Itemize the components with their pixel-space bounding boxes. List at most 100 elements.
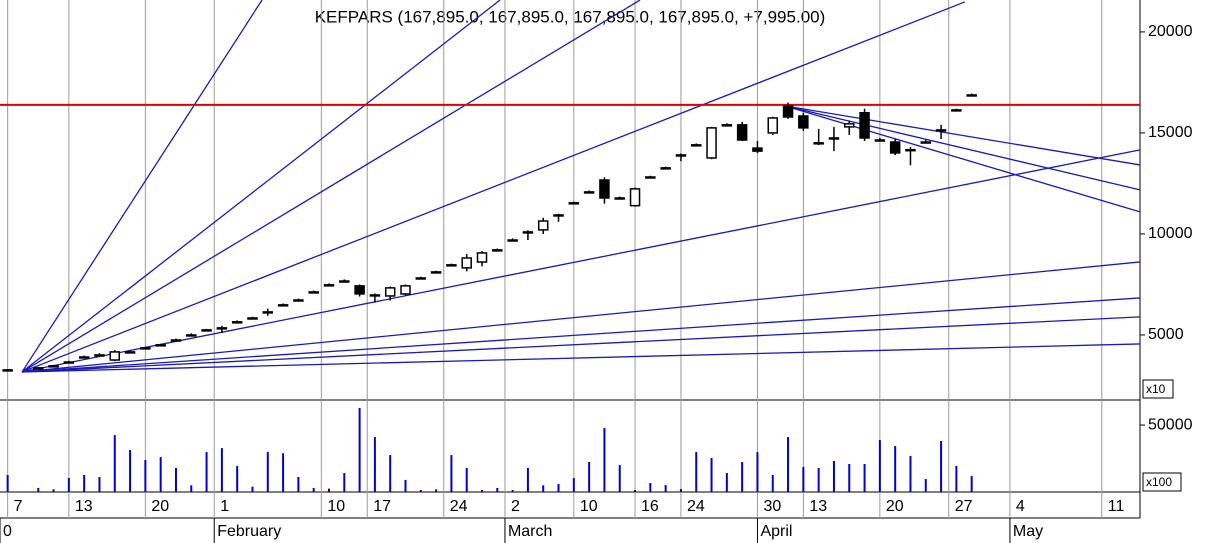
fan-line [22, 343, 1141, 373]
x-tick-label: 24 [450, 498, 468, 515]
x-tick-label: 20 [886, 498, 904, 515]
candle-body [859, 111, 870, 139]
candle-body [537, 220, 549, 231]
candle-body [293, 299, 304, 302]
month-label: 0 [3, 523, 12, 540]
candle-body [645, 176, 656, 179]
candle-body [614, 197, 625, 200]
candle-body [599, 179, 610, 199]
fan-line [21, 149, 1141, 373]
candle-body [186, 334, 197, 337]
candle-body [629, 188, 641, 207]
fan-line [784, 105, 1141, 191]
candle-body [231, 321, 243, 324]
fan-line [21, 0, 263, 373]
candle-body [155, 344, 166, 347]
month-label: February [217, 523, 281, 540]
x-tick-label: 17 [373, 498, 391, 515]
candle-body [782, 105, 794, 118]
candle-body [522, 231, 534, 234]
candle-body [430, 271, 442, 274]
x-tick-label: 2 [511, 498, 520, 515]
candle-body [124, 351, 136, 354]
month-label: May [1013, 523, 1043, 540]
price-multiplier: x10 [1146, 382, 1166, 396]
x-tick-label: 1 [220, 498, 229, 515]
fan-line [22, 316, 1141, 373]
candle-body [507, 239, 518, 242]
volume-tick-label: 50000 [1148, 416, 1193, 433]
candle-body [721, 124, 733, 127]
candle-body [844, 123, 855, 128]
x-tick-label: 11 [1108, 498, 1125, 515]
candle-body [828, 137, 840, 140]
candle-body [767, 117, 779, 134]
candle-body [461, 257, 472, 269]
candle-body [935, 129, 947, 132]
candle-body [752, 147, 763, 152]
candle-body [706, 127, 717, 159]
y-tick-label: 10000 [1148, 225, 1193, 242]
candle-body [583, 191, 595, 194]
candle-body [384, 287, 396, 297]
candle-body [690, 144, 702, 147]
y-tick-label: 15000 [1148, 124, 1193, 141]
candle-body [216, 327, 228, 330]
candle-body [369, 294, 381, 297]
candle-body [140, 347, 151, 350]
fan-line [21, 297, 1141, 373]
candle-body [308, 291, 319, 294]
x-tick-label: 10 [580, 498, 598, 515]
x-tick-label: 30 [763, 498, 781, 515]
candle-body [492, 249, 503, 252]
candle-body [277, 304, 289, 307]
fan-line [21, 1, 966, 373]
month-label: March [508, 523, 552, 540]
candle-body [905, 148, 916, 152]
candle-body [568, 202, 580, 205]
candle-body [170, 339, 182, 342]
candle-body [874, 139, 886, 142]
candle-body [966, 94, 977, 97]
candle-body [951, 109, 962, 112]
candle-body [94, 354, 105, 357]
candle-body [109, 351, 121, 361]
x-tick-label: 20 [151, 498, 169, 515]
x-tick-label: 4 [1016, 498, 1025, 515]
x-tick-label: 24 [687, 498, 705, 515]
candle-body [323, 284, 335, 287]
y-tick-label: 5000 [1148, 326, 1184, 343]
fan-line [21, 0, 501, 373]
month-label: April [760, 523, 792, 540]
candle-body [201, 329, 212, 332]
multiplier-box [1142, 379, 1174, 399]
candle-body [339, 280, 350, 283]
candle-body [247, 317, 258, 320]
candle-body [675, 154, 687, 157]
candle-body [889, 141, 901, 154]
volume-multiplier: x100 [1146, 475, 1172, 489]
candle-body [553, 214, 564, 217]
candle-body [262, 311, 274, 314]
candle-body [78, 356, 90, 359]
x-tick-label: 7 [14, 498, 23, 515]
chart-title: KEFPARS (167,895.0, 167,895.0, 167,895.0… [315, 7, 826, 26]
candle-body [415, 277, 427, 280]
x-tick-label: 13 [75, 498, 93, 515]
candle-body [660, 167, 671, 170]
candle-body [354, 285, 365, 295]
x-tick-label: 10 [327, 498, 345, 515]
x-tick-label: 13 [809, 498, 827, 515]
candle-body [813, 142, 824, 145]
candle-body [33, 367, 44, 370]
y-tick-label: 20000 [1148, 23, 1193, 40]
candle-body [736, 124, 748, 141]
candle-body [2, 369, 13, 372]
candle-body [48, 365, 59, 368]
candle-body [446, 264, 457, 267]
candle-body [63, 361, 75, 364]
multiplier-box [1142, 472, 1182, 492]
fan-line [21, 261, 1141, 373]
fan-line [21, 0, 641, 373]
